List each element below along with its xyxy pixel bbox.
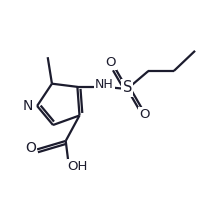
Text: OH: OH bbox=[68, 160, 88, 173]
Text: O: O bbox=[139, 108, 150, 121]
Text: O: O bbox=[25, 141, 36, 155]
Text: NH: NH bbox=[95, 78, 114, 91]
Text: N: N bbox=[23, 99, 33, 113]
Text: S: S bbox=[123, 80, 132, 95]
Text: O: O bbox=[105, 56, 116, 69]
